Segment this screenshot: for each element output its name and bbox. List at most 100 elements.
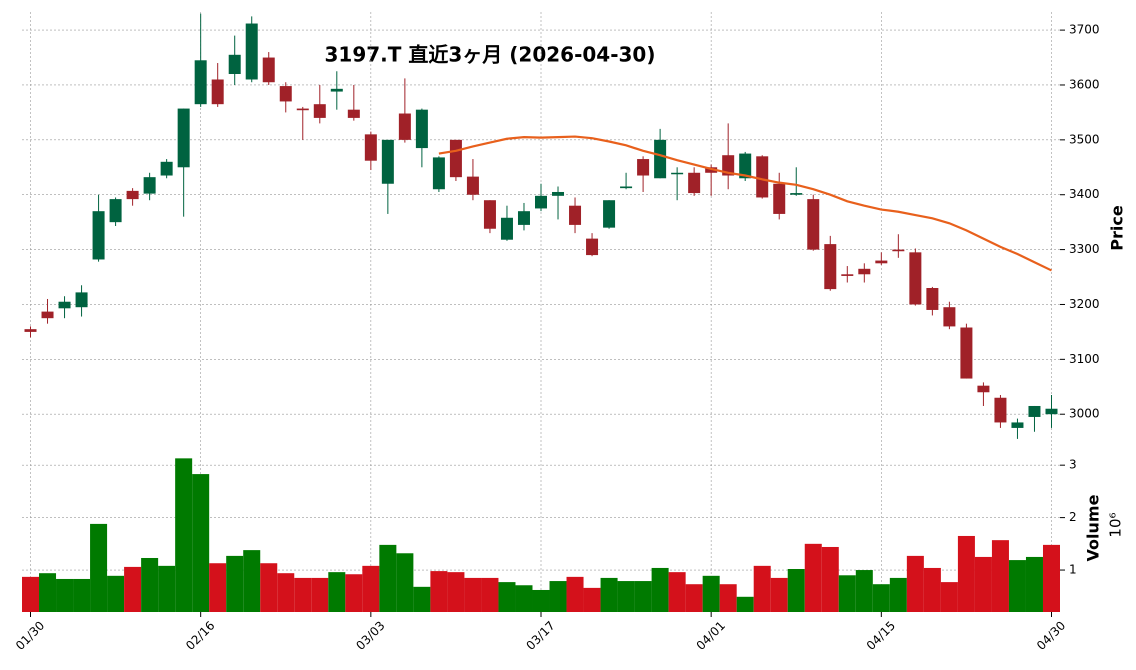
y-tick-label: 3700 (1069, 23, 1100, 37)
candle-body (398, 113, 411, 140)
candle-body (926, 288, 939, 310)
volume-bar (617, 581, 635, 612)
volume-bar (515, 585, 533, 612)
chart-title: 3197.T 直近3ヶ月 (2026-04-30) (325, 43, 656, 67)
candle-body (790, 193, 803, 195)
volume-axis-label: Volume (1084, 494, 1103, 561)
volume-bar (209, 563, 227, 612)
candle-body (347, 109, 360, 118)
volume-bar (243, 550, 261, 612)
volume-tick-label: 2 (1069, 510, 1077, 524)
candle-body (756, 156, 769, 198)
x-tick-label: 04/01 (694, 618, 728, 652)
volume-bar (855, 570, 873, 612)
candle-body (620, 186, 633, 189)
volume-bar (753, 565, 771, 612)
candle-body (313, 104, 326, 118)
volume-bar (107, 575, 125, 612)
candle-body (654, 139, 667, 179)
candle-body (364, 134, 377, 161)
volume-bar (1025, 556, 1043, 612)
volume-bar (294, 577, 312, 612)
candle-body (943, 307, 956, 327)
y-tick-label: 3600 (1069, 77, 1100, 91)
moving-average (438, 135, 1052, 272)
candle-body (671, 172, 684, 175)
volume-bar (362, 565, 380, 612)
volume-bar (1042, 544, 1060, 612)
volume-bar (1008, 560, 1026, 612)
candle-body (739, 153, 752, 179)
volume-bar (22, 576, 40, 612)
candle-body (1045, 408, 1058, 415)
candle-body (586, 238, 599, 256)
candle-body (194, 60, 207, 105)
volume-bar (991, 540, 1009, 612)
candle-body (262, 57, 275, 83)
volume-bar (311, 577, 329, 612)
volume-bar (974, 556, 992, 612)
candle-body (994, 397, 1007, 423)
x-tick-label: 03/03 (353, 618, 387, 652)
volume-bar (226, 555, 244, 612)
y-axis-label: Price (1108, 205, 1127, 251)
candle-body (807, 199, 820, 250)
volume-bar (39, 573, 57, 612)
candle-body (296, 108, 309, 111)
candle-body (245, 23, 258, 80)
volume-bar (804, 543, 822, 612)
candle-body (160, 161, 173, 176)
volume-bar (158, 565, 176, 612)
volume-bar (651, 567, 669, 612)
candle-body (858, 268, 871, 275)
x-tick-label: 04/15 (864, 618, 898, 652)
candle-body (143, 177, 156, 194)
volume-bar (957, 535, 975, 612)
candle-body (1028, 405, 1041, 417)
candle-body (603, 200, 616, 228)
volume-tick-label: 3 (1069, 458, 1077, 472)
y-tick-label: 3400 (1069, 187, 1100, 201)
volume-bar (702, 575, 720, 612)
volume-bar (175, 458, 193, 612)
y-tick-label: 3100 (1069, 352, 1100, 366)
volume-bar (277, 573, 295, 612)
volume-bar (379, 544, 397, 612)
candle-body (381, 139, 394, 184)
candle-body (535, 195, 547, 209)
volume-bar (141, 557, 159, 612)
volume-bar (532, 589, 550, 612)
x-tick-label: 01/30 (13, 618, 47, 652)
volume-bar (583, 587, 601, 612)
volume-bar (498, 582, 516, 612)
candle-body (500, 217, 513, 240)
candle-body (211, 79, 224, 105)
candle-body (1011, 422, 1024, 428)
volume-bar (923, 567, 941, 612)
volume-bar (396, 553, 414, 612)
x-tick-label: 04/30 (1034, 618, 1068, 652)
candle-body (58, 301, 71, 309)
candle-body (773, 183, 786, 214)
candle-body (92, 211, 105, 260)
volume-bar (447, 572, 465, 612)
candle-body (177, 108, 190, 168)
y-tick-label: 3300 (1069, 242, 1100, 256)
volume-bar (345, 574, 363, 612)
y-tick-label: 3500 (1069, 132, 1100, 146)
candle-body (909, 252, 922, 305)
volume-bar (56, 578, 74, 612)
x-tick-label: 03/17 (523, 618, 557, 652)
volume-tick-label: 1 (1069, 563, 1077, 577)
volume-bar (464, 577, 482, 612)
candle-body (517, 211, 530, 225)
candle-body (483, 200, 496, 229)
candle-body (109, 199, 122, 223)
candle-body (841, 274, 854, 276)
volume-bar (600, 577, 618, 612)
candle-body (824, 244, 837, 290)
candle-body (892, 249, 905, 252)
candle-body (330, 88, 343, 92)
volume-bar (736, 596, 754, 612)
